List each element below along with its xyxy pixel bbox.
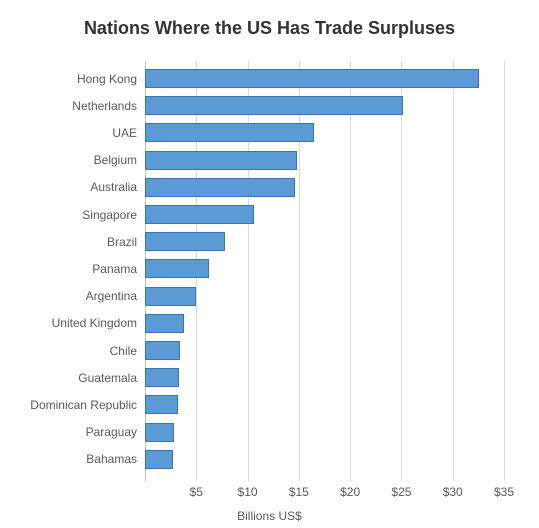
category-label: Hong Kong [77,72,137,86]
bar-row: Australia [145,178,504,197]
category-label: Netherlands [72,99,137,113]
x-tick-label: $10 [238,485,258,499]
bar [145,205,254,224]
bar [145,341,180,360]
category-label: Panama [92,262,137,276]
bar [145,69,479,88]
trade-surplus-chart: Nations Where the US Has Trade Surpluses… [0,0,539,528]
bar-row: Guatemala [145,368,504,387]
category-label: Guatemala [78,371,137,385]
bar [145,450,173,469]
category-label: Paraguay [86,425,137,439]
x-tick-label: $35 [494,485,514,499]
bar-row: Bahamas [145,450,504,469]
plot-area: Hong Kong Netherlands UAE Belgium Australia S… [145,61,504,481]
bar [145,368,179,387]
x-tick-label: $25 [391,485,411,499]
bars-group: Hong Kong Netherlands UAE Belgium Australia S… [145,69,504,469]
bar [145,395,178,414]
bar-row: Chile [145,341,504,360]
bar-row: Brazil [145,232,504,251]
bar [145,178,295,197]
category-label: Dominican Republic [30,398,137,412]
x-axis-title: Billions US$ [0,509,539,523]
bar-row: United Kingdom [145,314,504,333]
gridline [504,61,505,481]
bar [145,423,174,442]
category-label: United Kingdom [52,316,137,330]
bar-row: UAE [145,123,504,142]
x-tick-label: $20 [340,485,360,499]
x-axis-ticks: $5$10$15$20$25$30$35 [145,481,504,501]
x-tick-label: $30 [443,485,463,499]
x-tick-label: $5 [190,485,203,499]
bar [145,314,184,333]
bar-row: Argentina [145,287,504,306]
category-label: UAE [112,126,137,140]
bar-row: Paraguay [145,423,504,442]
chart-title: Nations Where the US Has Trade Surpluses [0,18,539,39]
category-label: Belgium [94,153,137,167]
category-label: Argentina [86,289,137,303]
x-tick-label: $15 [289,485,309,499]
bar-row: Singapore [145,205,504,224]
category-label: Bahamas [86,452,137,466]
bar [145,287,196,306]
bar-row: Belgium [145,151,504,170]
bar-row: Hong Kong [145,69,504,88]
bar [145,232,225,251]
bar-row: Netherlands [145,96,504,115]
bar [145,96,403,115]
bar [145,151,297,170]
bar [145,259,209,278]
bar [145,123,314,142]
category-label: Brazil [107,235,137,249]
category-label: Chile [110,344,137,358]
category-label: Australia [90,180,137,194]
bar-row: Dominican Republic [145,395,504,414]
category-label: Singapore [82,208,137,222]
bar-row: Panama [145,259,504,278]
